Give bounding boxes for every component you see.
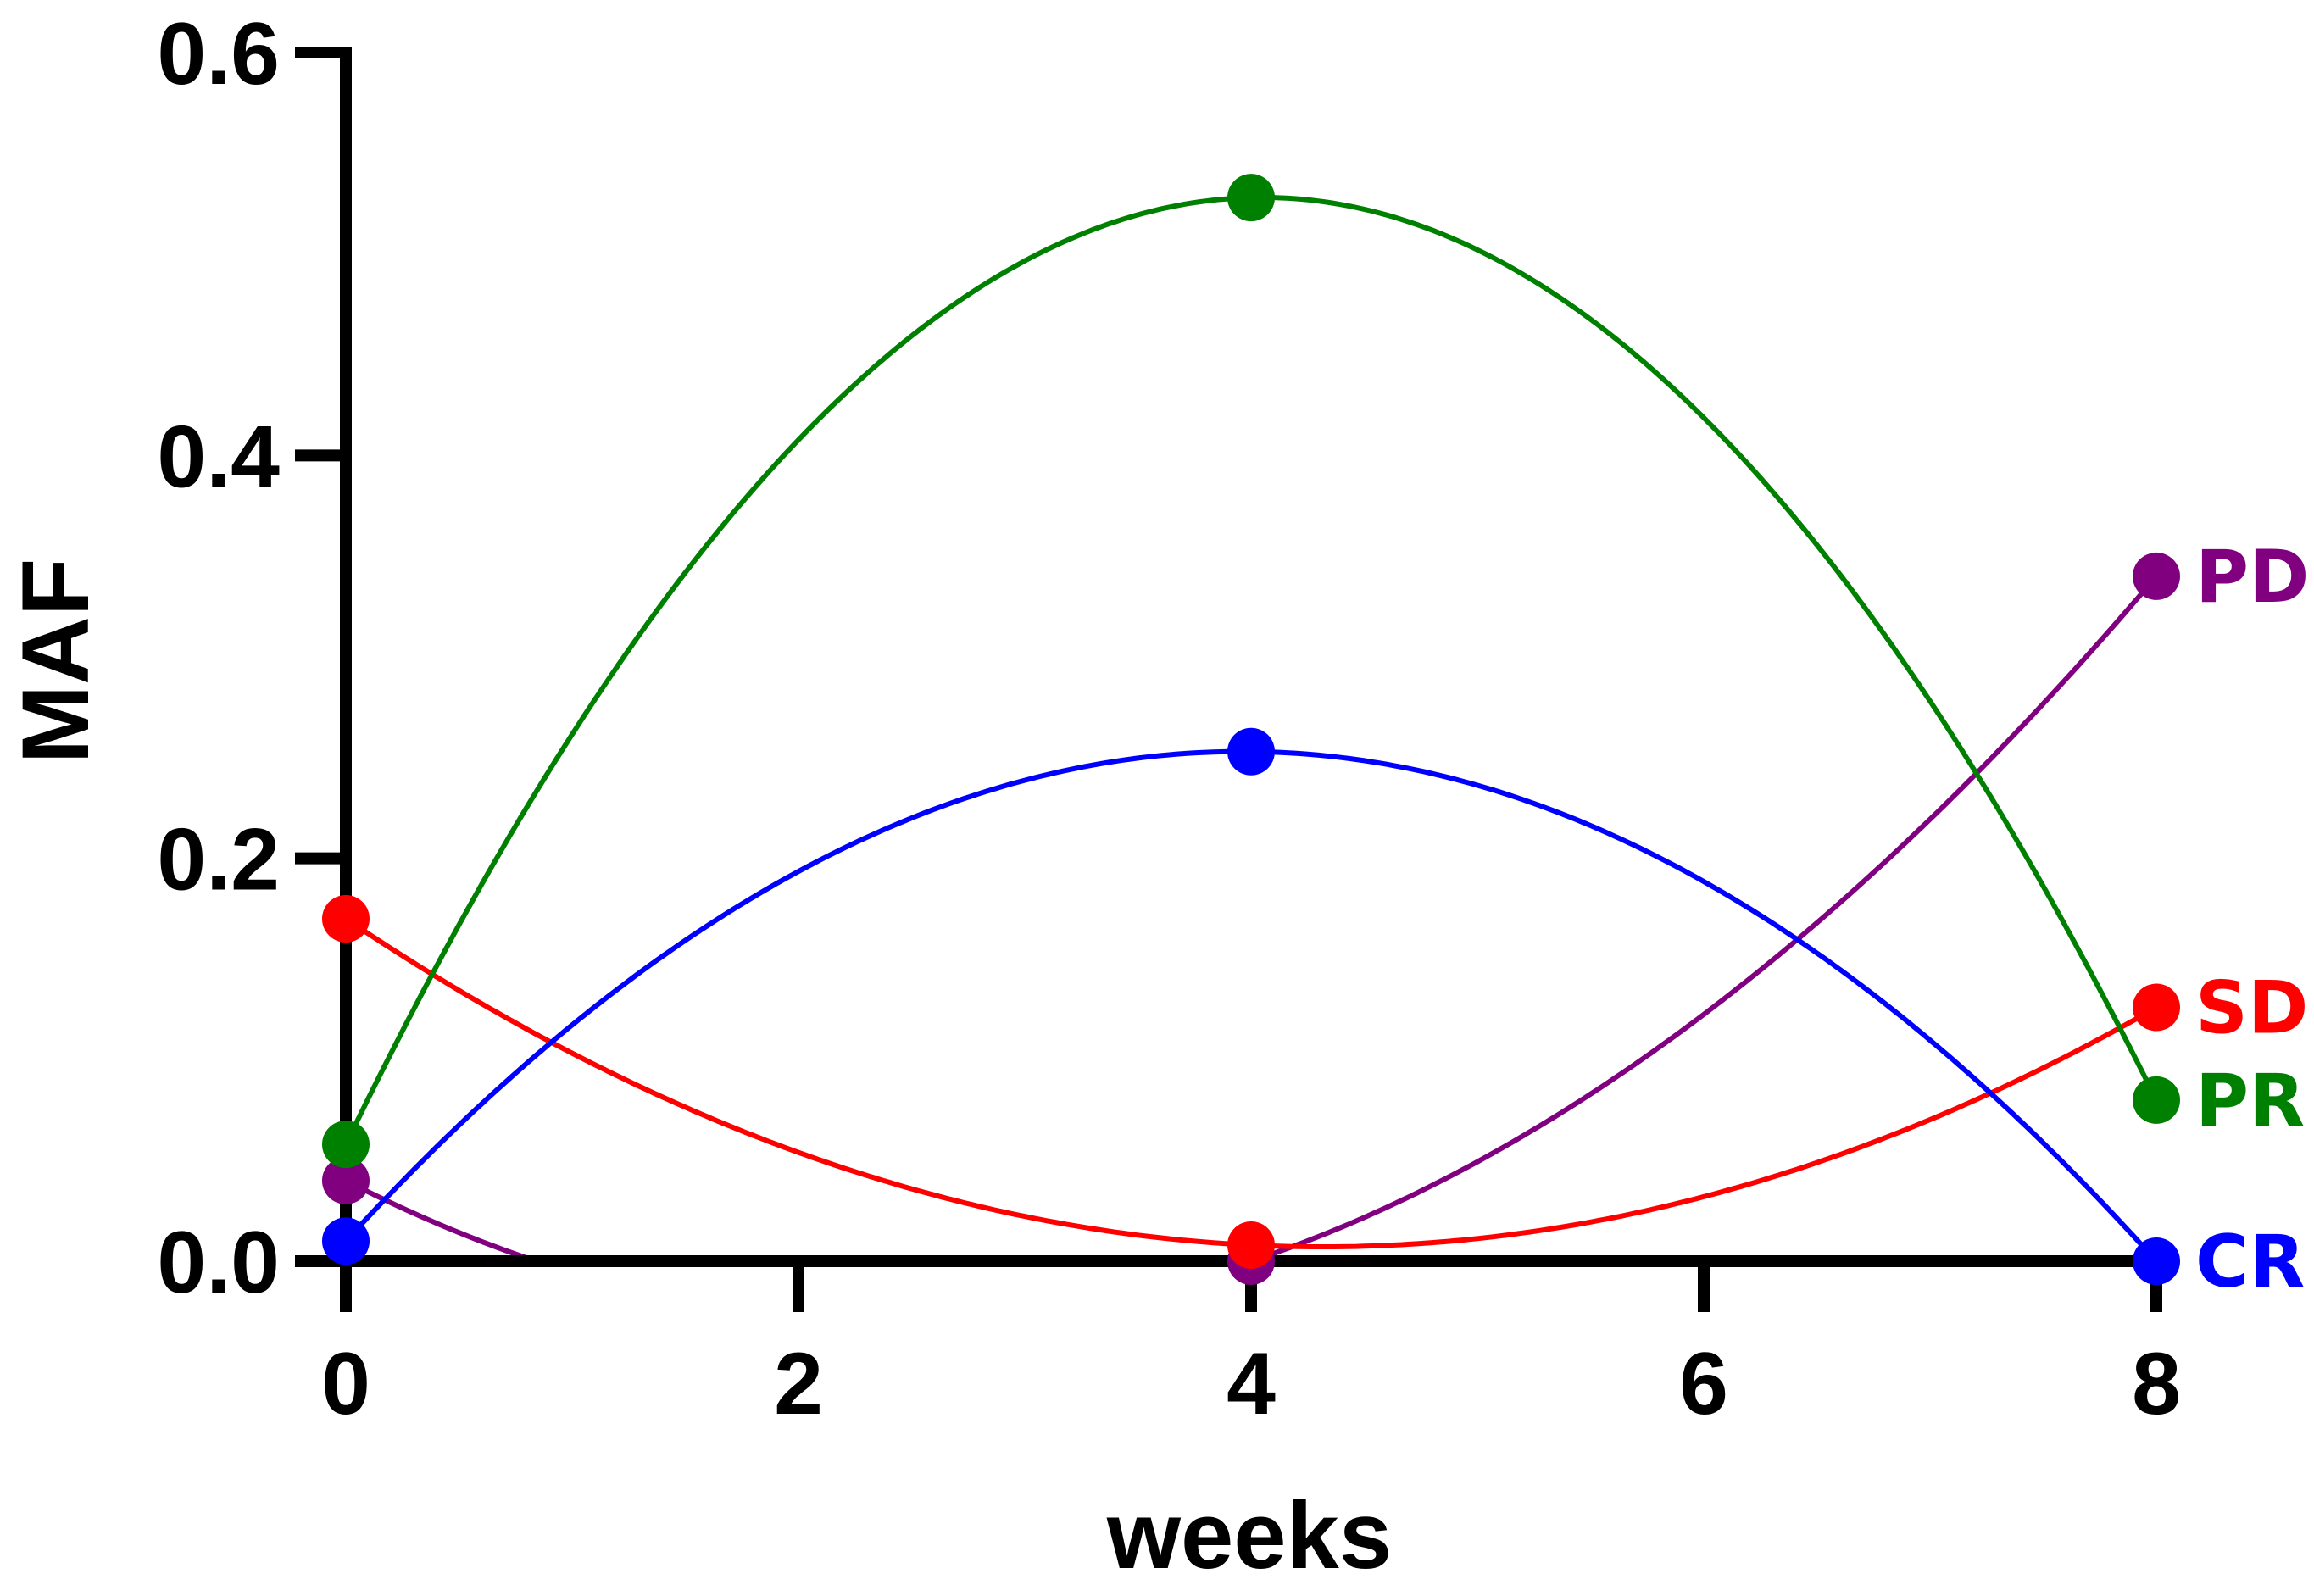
y-tick-label: 0.4 [157, 408, 280, 506]
y-ticks: 0.0 0.2 0.4 0.6 [157, 5, 346, 1312]
x-tick-label: 6 [1679, 1335, 1728, 1433]
series-label-sd: SD [2195, 966, 2308, 1051]
series-line-sd [344, 916, 2158, 1249]
y-tick-label: 0.0 [157, 1214, 280, 1312]
data-point-pr [2133, 1076, 2180, 1124]
x-axis-title: weeks [1106, 1482, 1392, 1588]
x-ticks: 0 2 4 6 8 [321, 1261, 2181, 1433]
axes: 0.0 0.2 0.4 0.6 0 2 4 6 8 [157, 5, 2181, 1433]
x-tick-label: 4 [1227, 1335, 1276, 1433]
data-point-sd [1227, 1221, 1275, 1269]
data-point-cr [322, 1217, 370, 1265]
data-point-sd [322, 894, 370, 943]
x-tick-label: 2 [774, 1335, 823, 1433]
data-points [322, 174, 2180, 1285]
series-line-cr [343, 748, 2159, 1264]
y-tick-label: 0.6 [157, 5, 280, 103]
series-line-pd [344, 574, 2159, 1264]
data-point-sd [2133, 983, 2180, 1032]
data-point-pr [1227, 174, 1275, 222]
data-point-cr [2133, 1237, 2180, 1285]
data-point-pd [322, 1156, 370, 1204]
x-tick-label: 8 [2132, 1335, 2181, 1433]
series-label-pr: PR [2195, 1059, 2305, 1143]
series-label-cr: CR [2195, 1220, 2305, 1304]
x-tick-label: 0 [321, 1335, 370, 1433]
series-label-pd: PD [2195, 535, 2309, 620]
y-tick-label: 0.2 [157, 811, 280, 909]
data-point-pd [2133, 552, 2180, 600]
data-point-pr [322, 1121, 370, 1169]
data-point-cr [1227, 727, 1275, 776]
y-axis-title: MAF [3, 559, 108, 765]
